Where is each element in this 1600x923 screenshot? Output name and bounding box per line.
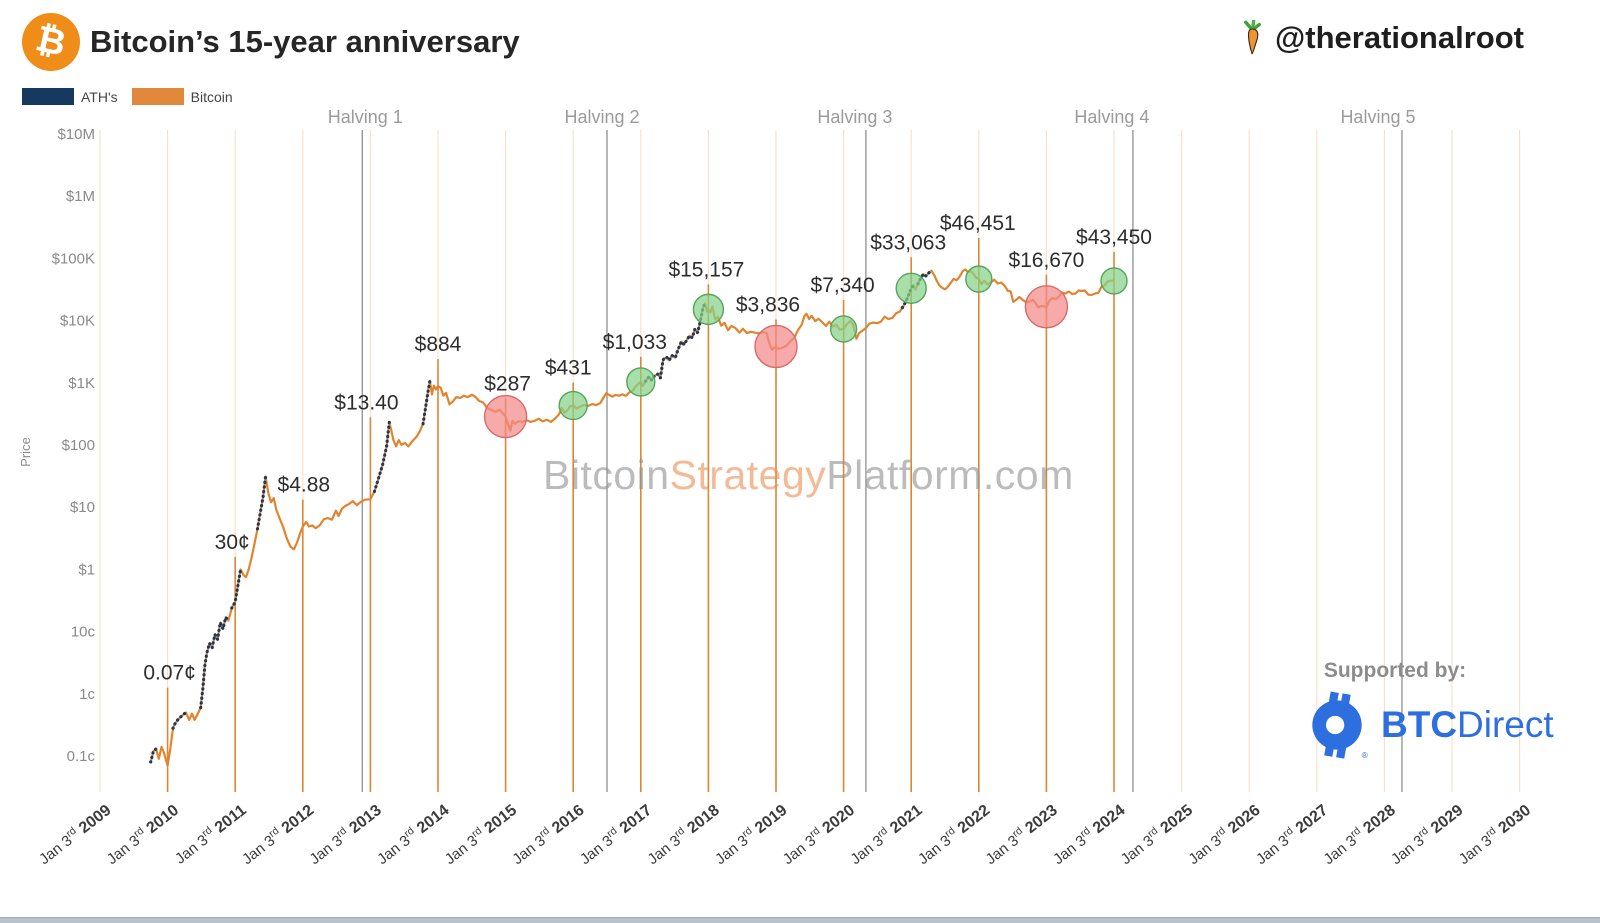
x-tick-label: Jan 3rd 2030 [1455,800,1535,868]
halving-label: Halving 2 [564,107,639,127]
btcdirect-brand-regular: Direct [1457,704,1554,745]
btcdirect-logo: ® BTCDirect [1305,690,1554,760]
anniversary-circle-red [754,324,798,369]
anniversary-price-label: $4.88 [278,474,331,497]
x-tick-label: Jan 3rd 2011 [171,800,250,867]
x-tick-label: Jan 3rd 2024 [1049,800,1129,868]
supported-by-label: Supported by: [1323,659,1467,682]
legend-label-bitcoin: Bitcoin [190,88,233,105]
anniversary-price-label: $46,451 [940,212,1016,235]
x-tick-label: Jan 3rd 2028 [1319,800,1399,868]
anniversary-price-label: $13.40 [334,391,398,414]
x-tick-label: Jan 3rd 2026 [1184,800,1264,868]
x-tick-label: Jan 3rd 2023 [981,800,1061,868]
y-tick-label: $1K [68,375,95,392]
ath-overlay [421,379,432,426]
x-tick-label: Jan 3rd 2017 [576,800,656,868]
btc-coin-icon: ® [1312,691,1368,760]
y-tick-label: $1 [78,561,95,578]
ath-overlay [171,710,188,730]
watermark-part2: Strategy [669,452,827,498]
anniversary-price-label: $7,340 [810,274,874,297]
btcdirect-brand-bold: BTC [1381,704,1458,745]
y-axis-title: Price [18,437,33,467]
anniversary-price-label: $884 [415,333,462,356]
anniversary-price-label: $15,157 [668,258,744,281]
anniversary-circle-green [692,293,725,326]
btcdirect-brand: BTCDirect [1381,704,1554,746]
watermark-part1: Bitcoin [543,452,670,498]
ath-overlay [255,475,268,531]
anniversary-circle-green [829,315,858,343]
anniversary-price-label: $43,450 [1076,226,1152,249]
y-tick-label: 1c [79,686,95,703]
ath-overlay [230,567,243,610]
legend-swatch-aths [22,88,74,105]
anniversary-price-label: $3,836 [736,293,800,316]
anniversary-price-label: $1,033 [603,331,667,354]
x-tick-label: Jan 3rd 2019 [711,800,791,868]
registered-mark: ® [1362,751,1368,760]
y-tick-label: $1M [66,188,95,205]
x-tick-label: Jan 3rd 2025 [1117,800,1197,868]
ath-overlay [199,613,230,710]
x-tick-label: Jan 3rd 2014 [373,800,453,868]
anniversary-price-label: $431 [545,357,592,380]
ath-overlay [149,747,158,764]
anniversary-circle-green [1100,267,1128,295]
page-title: Bitcoin’s 15-year anniversary [90,24,520,59]
halving-label: Halving 5 [1340,107,1415,127]
x-tick-label: Jan 3rd 2009 [35,800,115,868]
y-tick-label: $10M [57,126,95,143]
y-tick-label: $100K [52,250,95,267]
anniversary-circle-green [965,265,993,293]
legend-label-aths: ATH's [81,88,118,105]
anniversary-circle-green [895,272,927,304]
anniversary-price-label: 0.07¢ [143,662,196,685]
x-tick-label: Jan 3rd 2013 [305,800,385,868]
halving-label: Halving 1 [328,107,403,127]
x-tick-label: Jan 3rd 2015 [441,800,521,868]
anniversary-price-label: $33,063 [870,231,946,254]
x-tick-label: Jan 3rd 2016 [508,800,588,868]
y-tick-label: $10K [60,313,95,330]
anniversary-price-label: $287 [484,373,531,396]
anniversary-circle-green [558,390,588,421]
halving-label: Halving 3 [817,107,892,127]
chart-legend: ATH's Bitcoin [22,88,247,105]
window-edge-strip [0,917,1600,923]
watermark: BitcoinStrategyPlatform.com [543,452,1074,499]
author-handle: @therationalroot [1239,20,1524,56]
x-tick-label: Jan 3rd 2027 [1252,800,1332,868]
watermark-part3: Platform.com [826,452,1074,498]
bitcoin-logo: ₿ [22,13,80,71]
x-tick-label: Jan 3rd 2012 [238,800,318,868]
anniversary-circle-green [626,367,656,397]
y-tick-label: $10 [70,499,95,516]
ath-overlay [372,420,391,493]
author-handle-text: @therationalroot [1275,20,1524,55]
anniversary-circle-red [483,394,528,439]
anniversary-circle-red [1024,285,1069,329]
x-tick-label: Jan 3rd 2018 [643,800,723,868]
x-tick-label: Jan 3rd 2010 [103,800,183,868]
x-tick-label: Jan 3rd 2022 [914,800,994,868]
legend-swatch-bitcoin [131,88,184,105]
anniversary-price-label: 30¢ [215,531,250,554]
y-tick-label: $100 [62,437,95,454]
y-tick-label: 0.1c [67,748,96,765]
carrot-icon [1244,20,1261,55]
x-tick-label: Jan 3rd 2029 [1387,800,1467,868]
anniversary-price-label: $16,670 [1008,249,1084,272]
y-tick-label: 10c [71,624,96,641]
x-tick-label: Jan 3rd 2020 [779,800,859,868]
halving-label: Halving 4 [1074,107,1149,127]
x-tick-label: Jan 3rd 2021 [846,800,926,868]
